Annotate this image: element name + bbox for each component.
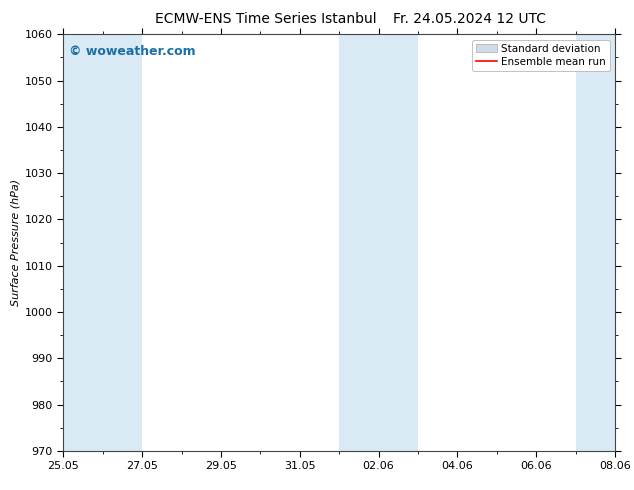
Text: Fr. 24.05.2024 12 UTC: Fr. 24.05.2024 12 UTC [392,12,546,26]
Text: ECMW-ENS Time Series Istanbul: ECMW-ENS Time Series Istanbul [155,12,377,26]
Bar [339,34,418,451]
Bar [576,34,615,451]
Text: © woweather.com: © woweather.com [69,45,195,58]
Y-axis label: Surface Pressure (hPa): Surface Pressure (hPa) [11,179,21,306]
Legend: Standard deviation, Ensemble mean run: Standard deviation, Ensemble mean run [472,40,610,71]
Bar [63,34,142,451]
